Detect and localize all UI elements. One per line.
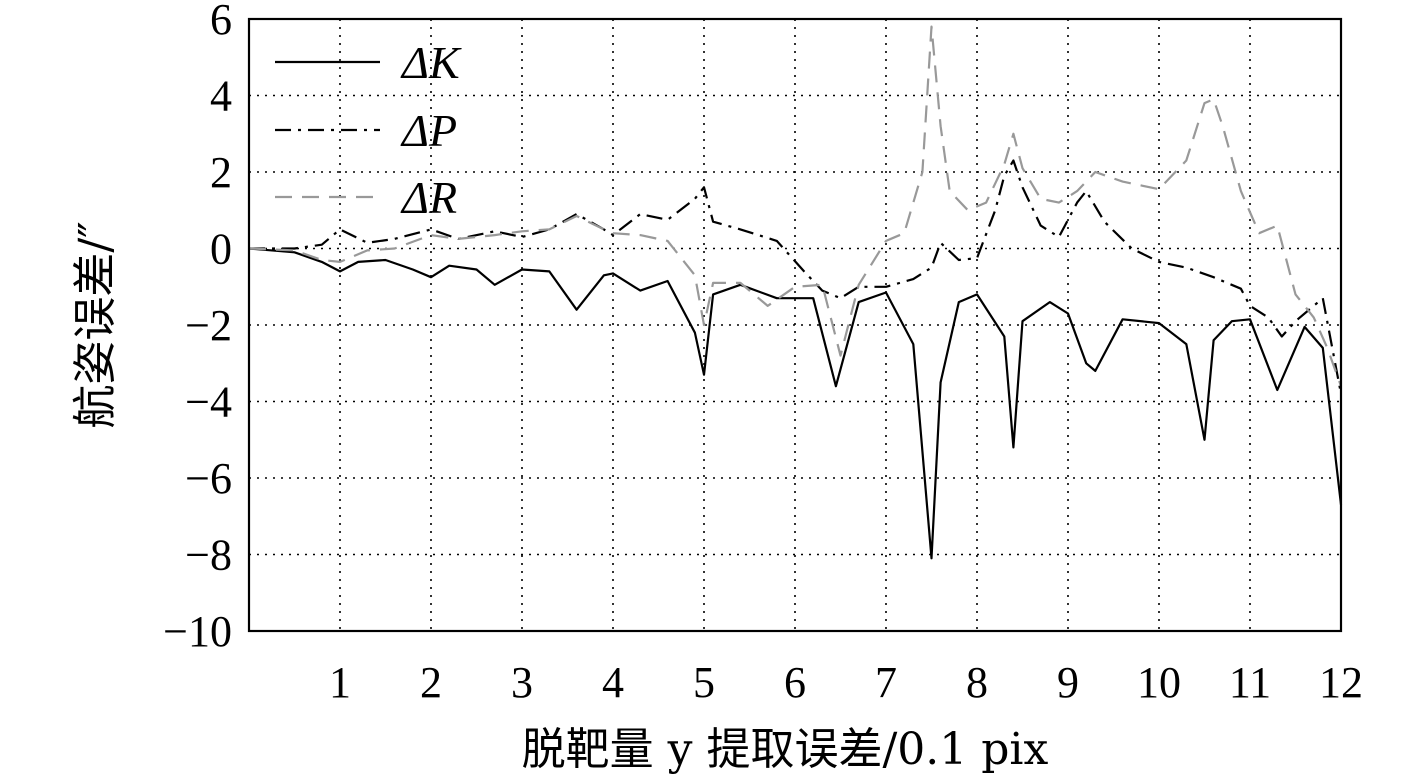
y-tick-labels: 6 4 2 0 −2 −4 −6 −8 −10	[163, 0, 232, 656]
x-tick-label: 9	[1057, 658, 1079, 707]
x-tick-label: 12	[1319, 658, 1363, 707]
y-tick-label: −10	[163, 607, 232, 656]
plot-frame	[247, 17, 1343, 633]
series-line-2	[249, 159, 1343, 395]
x-tick-label: 10	[1137, 658, 1181, 707]
grid-lines	[249, 19, 1341, 631]
x-tick-label: 5	[693, 658, 715, 707]
x-tick-label: 3	[511, 658, 533, 707]
legend-label: ΔK	[400, 37, 462, 88]
series-line-1	[248, 247, 1343, 560]
x-tick-label: 6	[784, 658, 806, 707]
y-tick-label: 0	[210, 225, 232, 274]
y-tick-label: −4	[185, 378, 232, 427]
series-line-3	[248, 25, 1343, 387]
legend-label: ΔP	[400, 105, 457, 156]
y-tick-label: −2	[185, 301, 232, 350]
y-tick-label: −8	[185, 531, 232, 580]
x-tick-labels: 1 2 3 4 5 6 7 8 9 10 11 12	[329, 658, 1363, 707]
y-tick-label: −6	[185, 454, 232, 503]
x-tick-label: 8	[966, 658, 988, 707]
y-tick-label: 4	[210, 72, 232, 121]
legend: ΔK ΔP ΔR	[275, 37, 462, 223]
x-tick-label: 7	[875, 658, 897, 707]
x-tick-label: 11	[1229, 658, 1271, 707]
y-tick-label: 2	[210, 148, 232, 197]
x-tick-label: 2	[420, 658, 442, 707]
series-lines	[248, 25, 1343, 560]
y-axis-label: 航姿误差/″	[70, 221, 121, 428]
x-tick-label: 1	[329, 658, 351, 707]
x-tick-label: 4	[602, 658, 624, 707]
x-axis-label: 脱靶量 y 提取误差/0.1 pix	[522, 724, 1049, 775]
legend-label: ΔR	[400, 172, 457, 223]
y-tick-label: 6	[210, 0, 232, 44]
